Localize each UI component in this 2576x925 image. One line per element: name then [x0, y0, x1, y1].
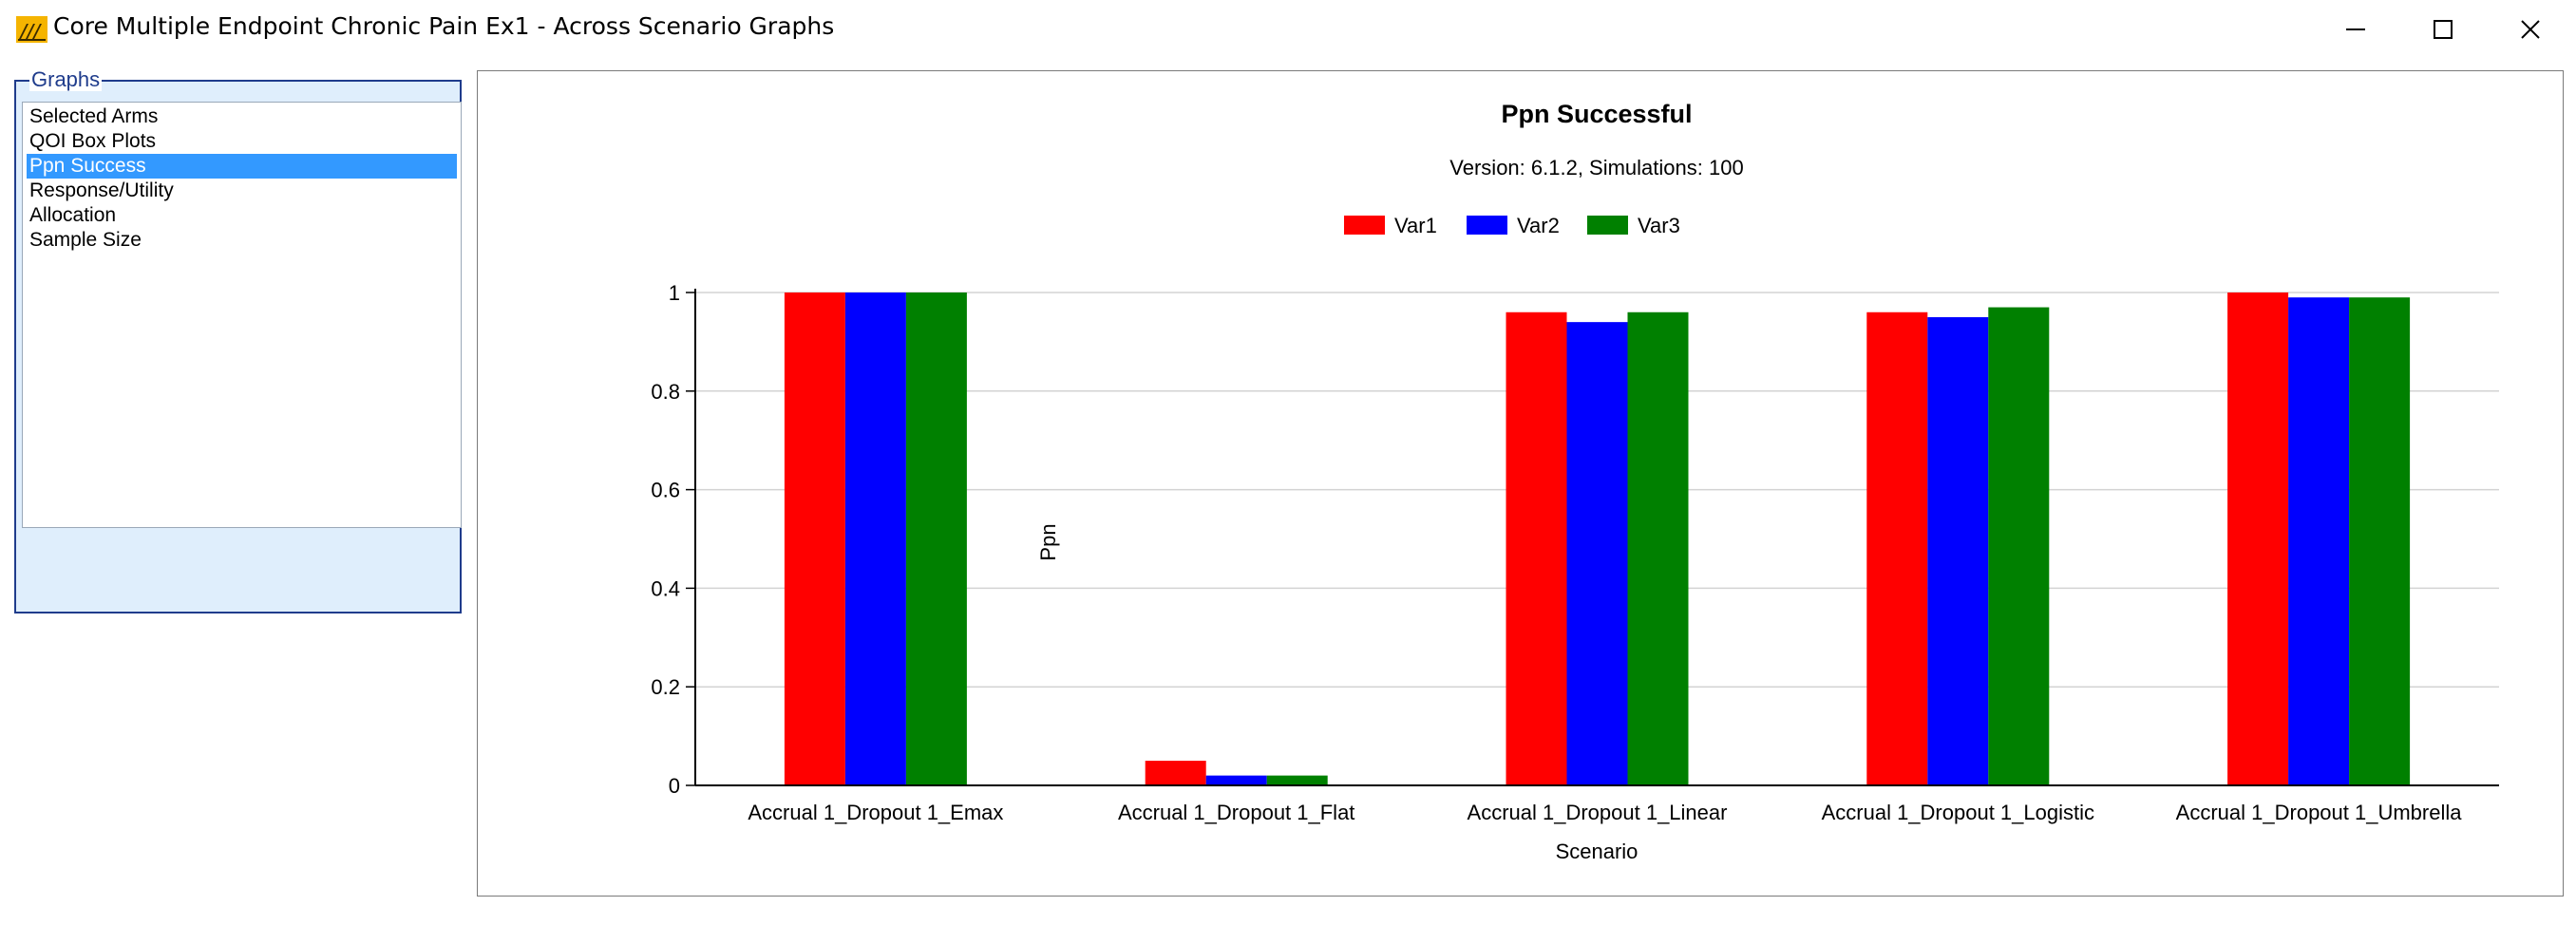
bar-var3-5: [2349, 297, 2411, 785]
graph-list-item-ppn-success[interactable]: Ppn Success: [27, 154, 457, 179]
graph-list-item-response-utility[interactable]: Response/Utility: [29, 179, 174, 201]
graphs-group-label: Graphs: [29, 67, 103, 91]
title-bar: Core Multiple Endpoint Chronic Pain Ex1 …: [0, 0, 2576, 59]
graphs-group: Graphs Selected Arms QOI Box Plots Ppn S…: [14, 68, 462, 614]
y-axis-label: Ppn: [1036, 523, 1060, 560]
maximize-button[interactable]: [2399, 0, 2487, 59]
bar-var1-4: [1866, 311, 1928, 785]
y-tick-label: 1: [669, 281, 680, 305]
bar-var2-4: [1927, 316, 1989, 785]
bar-var2-1: [844, 293, 906, 785]
bar-var3-1: [905, 293, 967, 785]
bar-var2-5: [2288, 297, 2350, 785]
bar-var3-4: [1988, 307, 2050, 785]
legend-swatch-var3: [1587, 216, 1628, 235]
bars: [784, 293, 2411, 785]
bar-var3-3: [1627, 311, 1689, 785]
x-tick-label: Accrual 1_Dropout 1_Flat: [1118, 801, 1354, 824]
chart-panel: Ppn Successful Version: 6.1.2, Simulatio…: [477, 70, 2564, 897]
maximize-icon: [2434, 20, 2453, 39]
app-logo-icon: [16, 16, 47, 43]
bar-var1-1: [784, 293, 845, 785]
y-tick-label: 0: [669, 774, 680, 798]
bar-var1-3: [1506, 311, 1567, 785]
bar-chart: Ppn Successful Version: 6.1.2, Simulatio…: [651, 100, 2499, 863]
axes: [694, 289, 2499, 786]
legend-swatch-var2: [1467, 216, 1507, 235]
y-tick-label: 0.2: [651, 675, 680, 699]
chart-title: Ppn Successful: [1501, 100, 1692, 128]
y-tick-label: 0.4: [651, 576, 680, 600]
minimize-button[interactable]: [2312, 0, 2399, 59]
x-tick-labels: Accrual 1_Dropout 1_Emax Accrual 1_Dropou…: [748, 801, 2462, 824]
x-tick-label: Accrual 1_Dropout 1_Logistic: [1822, 801, 2094, 824]
bar-var2-3: [1566, 322, 1628, 785]
bar-var1-2: [1145, 761, 1206, 785]
close-button[interactable]: [2487, 0, 2574, 59]
x-axis-label: Scenario: [1556, 840, 1638, 863]
chart-legend: Var1 Var2 Var3: [1344, 214, 1680, 237]
legend-label-var2: Var2: [1517, 214, 1560, 237]
bar-var3-2: [1266, 775, 1328, 785]
x-tick-label: Accrual 1_Dropout 1_Umbrella: [2176, 801, 2463, 824]
graph-list-item-qoi-box-plots[interactable]: QOI Box Plots: [29, 130, 157, 152]
bar-var2-2: [1205, 775, 1267, 785]
graph-type-list[interactable]: Selected Arms QOI Box Plots Ppn Success …: [22, 102, 462, 528]
chart-subtitle: Version: 6.1.2, Simulations: 100: [1449, 156, 1743, 179]
close-icon: [2521, 20, 2540, 39]
x-tick-label: Accrual 1_Dropout 1_Linear: [1468, 801, 1728, 824]
window-title: Core Multiple Endpoint Chronic Pain Ex1 …: [53, 12, 835, 40]
legend-label-var3: Var3: [1638, 214, 1680, 237]
graph-list-item-selected-arms[interactable]: Selected Arms: [29, 105, 159, 127]
legend-label-var1: Var1: [1394, 214, 1437, 237]
bar-var1-5: [2227, 293, 2289, 785]
legend-swatch-var1: [1344, 216, 1385, 235]
y-tick-labels: 0 0.2 0.4 0.6 0.8 1: [651, 281, 695, 798]
graph-list-item-allocation[interactable]: Allocation: [29, 204, 117, 226]
y-tick-label: 0.8: [651, 380, 680, 404]
graph-list-item-sample-size[interactable]: Sample Size: [29, 229, 142, 251]
y-tick-label: 0.6: [651, 479, 680, 502]
x-tick-label: Accrual 1_Dropout 1_Emax: [748, 801, 1003, 824]
minimize-icon: [2346, 28, 2365, 30]
